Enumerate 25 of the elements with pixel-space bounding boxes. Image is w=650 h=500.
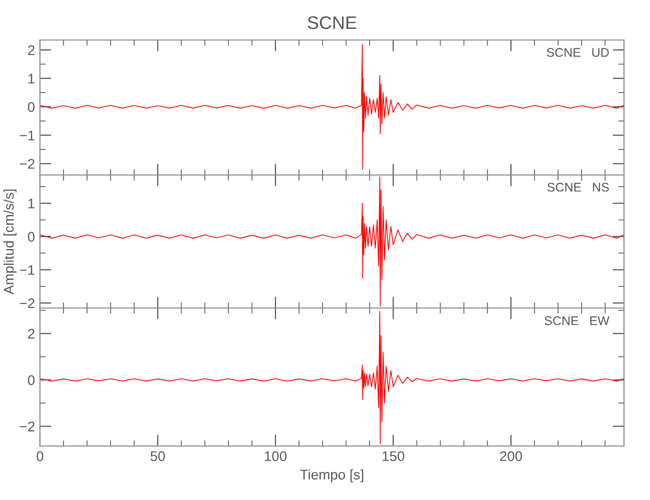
y-tick-label: −2 (20, 298, 34, 308)
annotation: SCNE EW (544, 316, 610, 326)
y-tick-label: 1 (28, 74, 34, 84)
x-tick-label: 100 (264, 451, 287, 462)
y-tick-label: −2 (20, 158, 34, 169)
y-axis-title: Amplitud [cm/s/s] (4, 190, 16, 294)
x-tick-label: 150 (382, 451, 404, 462)
y-tick-label: 0 (28, 102, 35, 112)
y-tick-label: 0 (28, 232, 35, 242)
y-tick-label: 0 (28, 375, 35, 386)
line-series (40, 311, 624, 444)
x-axis-title: Tiempo [s] (300, 469, 364, 482)
x-tick-label: 200 (500, 451, 522, 462)
y-tick-label: −1 (20, 265, 34, 275)
chart-title: SCNE (308, 16, 356, 30)
annotation: SCNE NS (547, 182, 609, 192)
y-tick-label: 1 (28, 198, 34, 208)
y-tick-label: 2 (28, 45, 34, 55)
y-tick-label: −2 (20, 422, 34, 432)
y-tick-label: 2 (28, 328, 34, 339)
x-tick-label: 0 (36, 451, 44, 462)
y-tick-label: −1 (20, 130, 34, 140)
line-series (40, 44, 624, 170)
annotation: SCNE UD (546, 48, 609, 57)
x-tick-label: 50 (150, 451, 165, 462)
